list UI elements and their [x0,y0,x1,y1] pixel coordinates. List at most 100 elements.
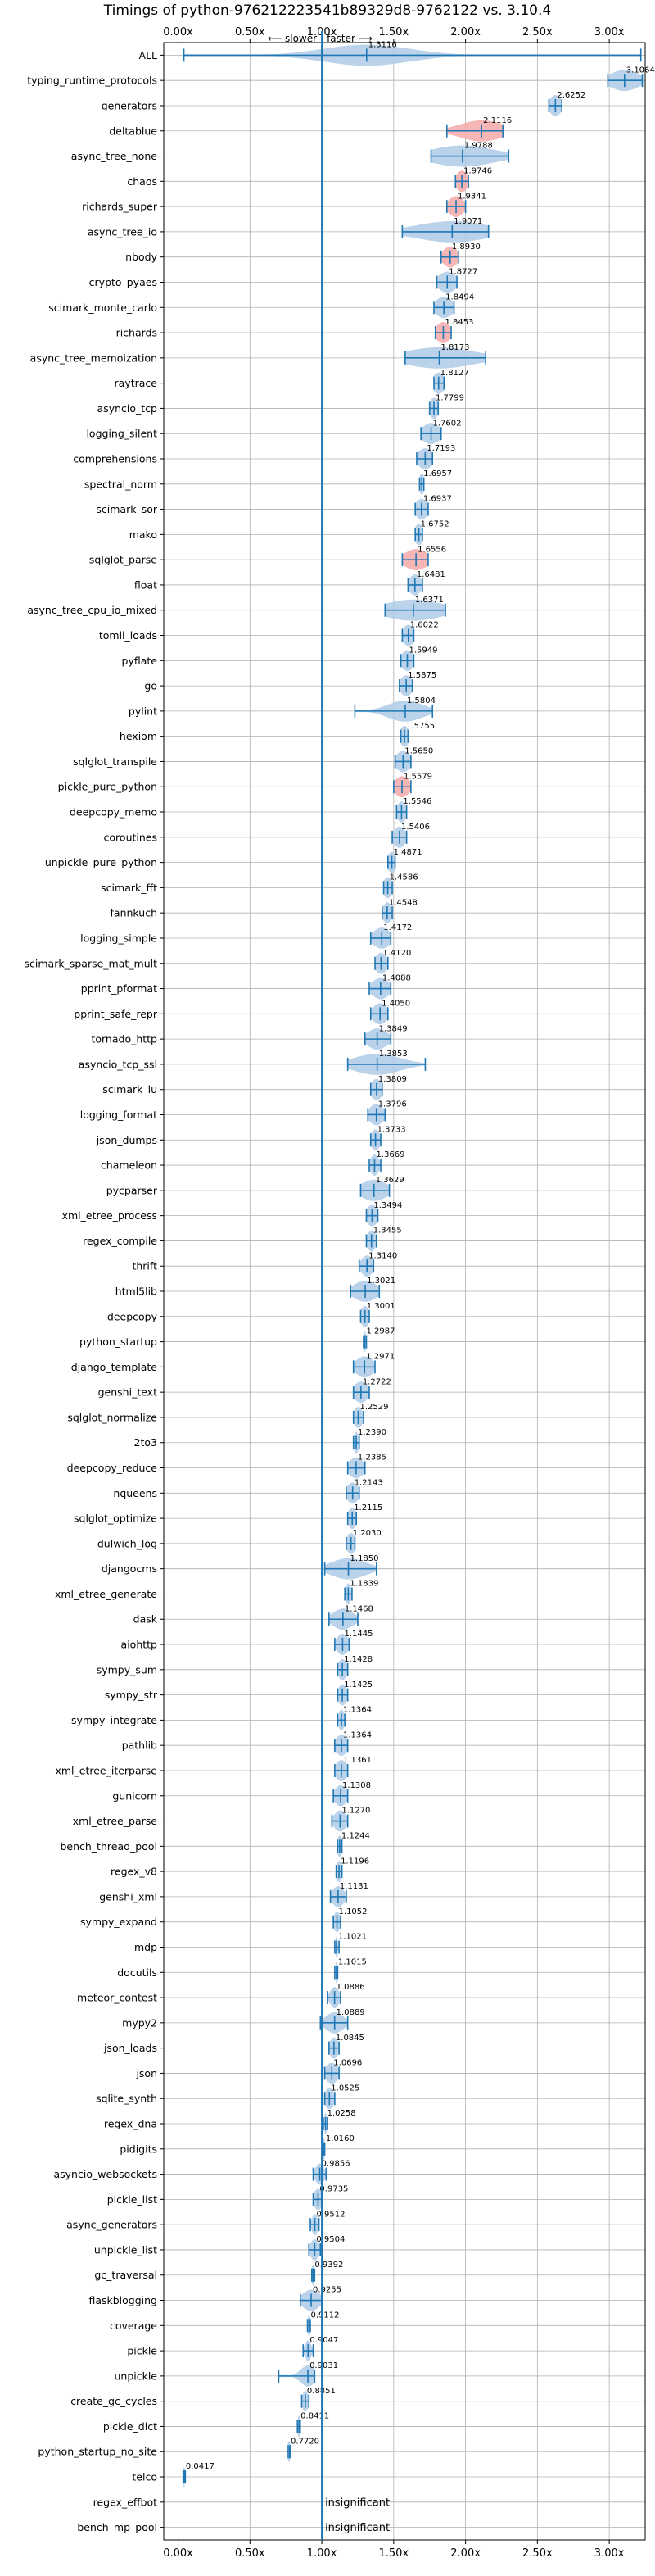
value-label: 1.4088 [382,974,411,983]
y-tick-label: scimark_fft [101,882,157,894]
value-label: 1.1244 [341,1831,370,1840]
value-label: 1.4871 [394,848,422,857]
y-tick-label: mypy2 [122,2016,157,2029]
value-label: 1.1445 [344,1630,373,1639]
value-label: 1.9341 [458,192,486,201]
value-label: 1.9071 [454,217,482,226]
y-tick-label: chameleon [101,1159,157,1172]
y-tick-label: asyncio_tcp_ssl [79,1058,157,1070]
y-tick-label: docutils [117,1966,157,1979]
x-tick-label-top: 3.00x [594,26,625,39]
value-label: 1.5579 [404,772,432,781]
value-label: 1.3116 [368,41,397,50]
value-label: 1.5804 [407,696,436,705]
value-label: 1.1052 [339,1907,368,1916]
value-label: 0.9512 [317,2210,346,2219]
x-tick-label-top: 0.00x [163,26,193,39]
y-tick-label: coroutines [104,831,157,843]
y-tick-label: pickle_pure_python [58,781,157,793]
value-label: 0.9112 [310,2311,339,2320]
value-label: 1.4586 [390,873,418,882]
grid-layer [164,43,645,2540]
y-tick-label: genshi_xml [99,1890,157,1903]
value-label: 1.1839 [350,1580,378,1589]
value-label: 1.8494 [445,293,474,302]
y-tick-label: genshi_text [98,1386,157,1399]
y-tick-label: pickle [127,2345,157,2357]
y-tick-label: gunicorn [112,1789,157,1802]
x-tick-label-top: 0.50x [235,26,265,39]
y-tick-label: async_tree_none [71,150,158,162]
y-tick-label: hexiom [120,730,157,742]
y-tick-label: deltablue [109,125,157,137]
value-label: 1.1364 [343,1730,372,1739]
value-label: 1.1021 [338,1933,367,1942]
value-label: 1.3494 [373,1201,402,1210]
y-tick-label: sqlglot_transpile [73,755,157,768]
value-label: 1.4050 [382,999,410,1008]
y-tick-label: bench_thread_pool [60,1840,157,1853]
y-tick-label: json_loads [103,2042,157,2054]
value-label: 1.0845 [336,2034,364,2043]
value-label: 0.0417 [186,2462,215,2471]
value-label: 1.4120 [382,949,411,958]
value-label: 1.0696 [333,2059,362,2068]
y-tick-label: pidigits [120,2143,157,2155]
value-label: 1.2385 [358,1454,386,1463]
value-label: 1.8173 [441,343,470,352]
value-label: 1.7602 [433,419,462,428]
y-tick-label: sqlglot_normalize [67,1411,157,1423]
value-label: 1.3001 [367,1302,395,1311]
x-tick-label-bottom: 3.00x [594,2547,625,2560]
value-label: 1.6752 [421,520,449,529]
value-label: 1.7193 [427,444,455,453]
y-tick-label: tornado_http [91,1033,157,1045]
value-label: 1.7799 [436,394,464,403]
y-tick-label: 2to3 [134,1436,157,1449]
y-tick-label: deepcopy [107,1310,158,1322]
value-label: 3.1064 [626,66,655,75]
y-tick-label: float [134,578,157,591]
y-tick-label: flaskblogging [88,2294,157,2306]
y-tick-label: crypto_pyaes [89,276,157,288]
value-label: 1.3629 [376,1176,404,1185]
y-tick-label: async_generators [66,2219,157,2231]
value-label: 1.1468 [345,1604,373,1613]
y-tick-label: aiohttp [121,1639,158,1651]
value-label: 1.1428 [344,1655,373,1664]
value-label: 1.4548 [389,898,418,907]
y-tick-label: mdp [134,1941,157,1953]
value-label: 1.2971 [366,1353,395,1362]
value-label: 0.9031 [309,2361,338,2370]
y-tick-label: pickle_dict [103,2420,157,2433]
y-tick-label: sympy_integrate [71,1714,157,1726]
value-label: 1.2115 [354,1503,382,1512]
value-label: 1.6957 [423,469,452,478]
x-tick-label-bottom: 1.50x [379,2547,409,2560]
value-label: 1.0889 [337,2008,365,2017]
y-tick-label: asyncio_websockets [53,2168,157,2180]
value-label: 1.8453 [445,318,473,327]
value-label: 1.3733 [377,1125,406,1134]
y-tick-label: raytrace [115,377,158,389]
value-label: 2.6252 [557,91,585,100]
y-tick-label: gc_traversal [94,2269,157,2281]
y-tick-label: coverage [110,2320,157,2332]
y-tick-label: typing_runtime_protocols [27,75,157,87]
value-label: 1.5546 [403,797,431,806]
y-tick-label: spectral_norm [84,478,157,490]
y-tick-label: xml_etree_process [62,1209,157,1222]
value-label: 1.1850 [350,1554,379,1563]
x-tick-label-bottom: 2.00x [450,2547,481,2560]
value-label: 1.2143 [355,1478,383,1487]
value-label: 1.5755 [406,722,435,731]
y-tick-label: dask [133,1613,158,1626]
y-tick-label: scimark_lu [102,1083,157,1095]
value-label: 1.3021 [367,1277,395,1286]
value-label: 1.5875 [408,671,436,680]
y-tick-label: scimark_sor [96,503,157,515]
y-tick-label: pprint_pformat [81,982,157,995]
value-label: 1.1364 [343,1706,372,1715]
value-label: 0.8411 [300,2412,329,2421]
